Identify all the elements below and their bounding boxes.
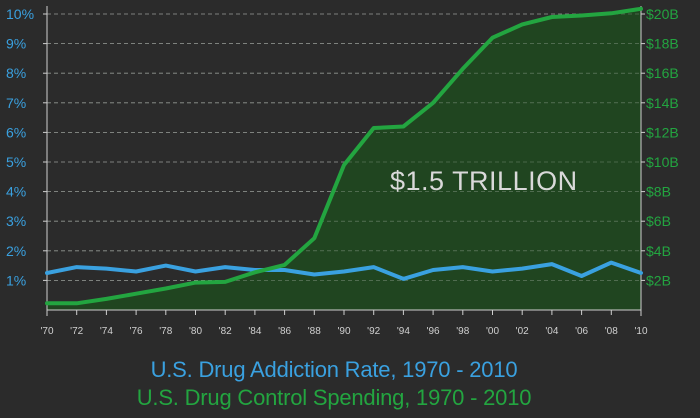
chart-title-addiction: U.S. Drug Addiction Rate, 1970 - 2010 xyxy=(150,357,518,382)
x-tick-label: '82 xyxy=(219,326,232,337)
x-tick-label: '78 xyxy=(159,326,172,337)
x-tick-label: '10 xyxy=(634,326,647,337)
right-tick-label: $18B xyxy=(646,36,679,52)
x-tick-label: '96 xyxy=(427,326,440,337)
x-tick-label: '72 xyxy=(70,326,83,337)
x-tick-label: '92 xyxy=(367,326,380,337)
x-tick-label: '98 xyxy=(456,326,469,337)
spending-area xyxy=(47,8,641,310)
left-tick-label: 1% xyxy=(6,272,26,288)
x-tick-label: '74 xyxy=(100,326,113,337)
x-tick-label: '06 xyxy=(575,326,588,337)
right-tick-label: $20B xyxy=(646,6,679,22)
addiction-rate-line xyxy=(45,260,643,281)
left-tick-label: 10% xyxy=(6,6,34,22)
left-tick-label: 2% xyxy=(6,243,26,259)
x-tick-label: '88 xyxy=(308,326,321,337)
left-tick-label: 7% xyxy=(6,95,26,111)
x-tick-label: '02 xyxy=(516,326,529,337)
right-tick-label: $6B xyxy=(646,213,671,229)
chart-title-spending: U.S. Drug Control Spending, 1970 - 2010 xyxy=(136,385,532,410)
x-tick-label: '80 xyxy=(189,326,202,337)
right-tick-label: $14B xyxy=(646,95,679,111)
x-tick-label: '04 xyxy=(545,326,558,337)
right-tick-label: $16B xyxy=(646,65,679,81)
x-tick-label: '08 xyxy=(605,326,618,337)
x-tick-label: '86 xyxy=(278,326,291,337)
x-tick-label: '70 xyxy=(40,326,53,337)
x-tick-label: '76 xyxy=(130,326,143,337)
right-axis-ticks: $20B $18B $16B $14B $12B $10B $8B $6B $4B $2B xyxy=(646,6,679,288)
right-tick-label: $12B xyxy=(646,124,679,140)
right-tick-label: $4B xyxy=(646,243,671,259)
right-tick-label: $2B xyxy=(646,272,671,288)
right-tick-label: $10B xyxy=(646,154,679,170)
series-lines xyxy=(45,6,643,306)
left-tick-label: 4% xyxy=(6,184,26,200)
left-tick-label: 5% xyxy=(6,154,26,170)
right-tick-label: $8B xyxy=(646,184,671,200)
drug-spending-line xyxy=(45,6,643,306)
x-tick-label: '90 xyxy=(337,326,350,337)
x-tick-label: '94 xyxy=(397,326,410,337)
axes xyxy=(43,6,645,316)
total-spending-annotation: $1.5 TRILLION xyxy=(390,166,578,196)
x-tick-label: '00 xyxy=(486,326,499,337)
x-axis-ticks: '70 '72 '74 '76 '78 '80 '82 '84 '86 '88 '90 '92 '94 '… xyxy=(40,326,647,337)
left-tick-label: 9% xyxy=(6,36,26,52)
left-tick-label: 8% xyxy=(6,65,26,81)
left-tick-label: 3% xyxy=(6,213,26,229)
x-tick-label: '84 xyxy=(248,326,261,337)
left-tick-label: 6% xyxy=(6,124,26,140)
left-axis-ticks: 10% 9% 8% 7% 6% 5% 4% 3% 2% 1% xyxy=(6,6,34,288)
